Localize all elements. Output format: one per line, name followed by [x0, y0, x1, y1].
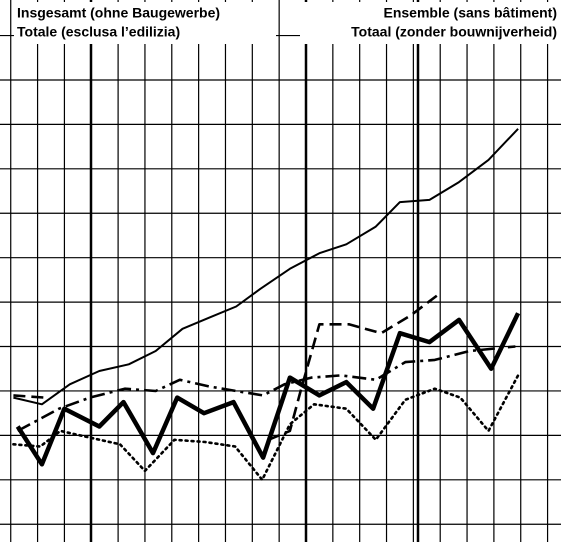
title-fr: Ensemble (sans bâtiment) [384, 5, 558, 21]
series-line [15, 312, 521, 467]
series-line [17, 345, 516, 433]
title-nl: Totaal (zonder bouwnijverheid) [351, 24, 557, 40]
series-line [13, 292, 441, 442]
title-background [14, 2, 276, 44]
title-background [300, 2, 561, 44]
title-it: Totale (esclusa l’edilizia) [17, 24, 180, 40]
series-line [13, 128, 519, 406]
series-line [12, 374, 520, 482]
title-de: Insgesamt (ohne Baugewerbe) [17, 5, 220, 21]
plot-lines [12, 128, 521, 482]
